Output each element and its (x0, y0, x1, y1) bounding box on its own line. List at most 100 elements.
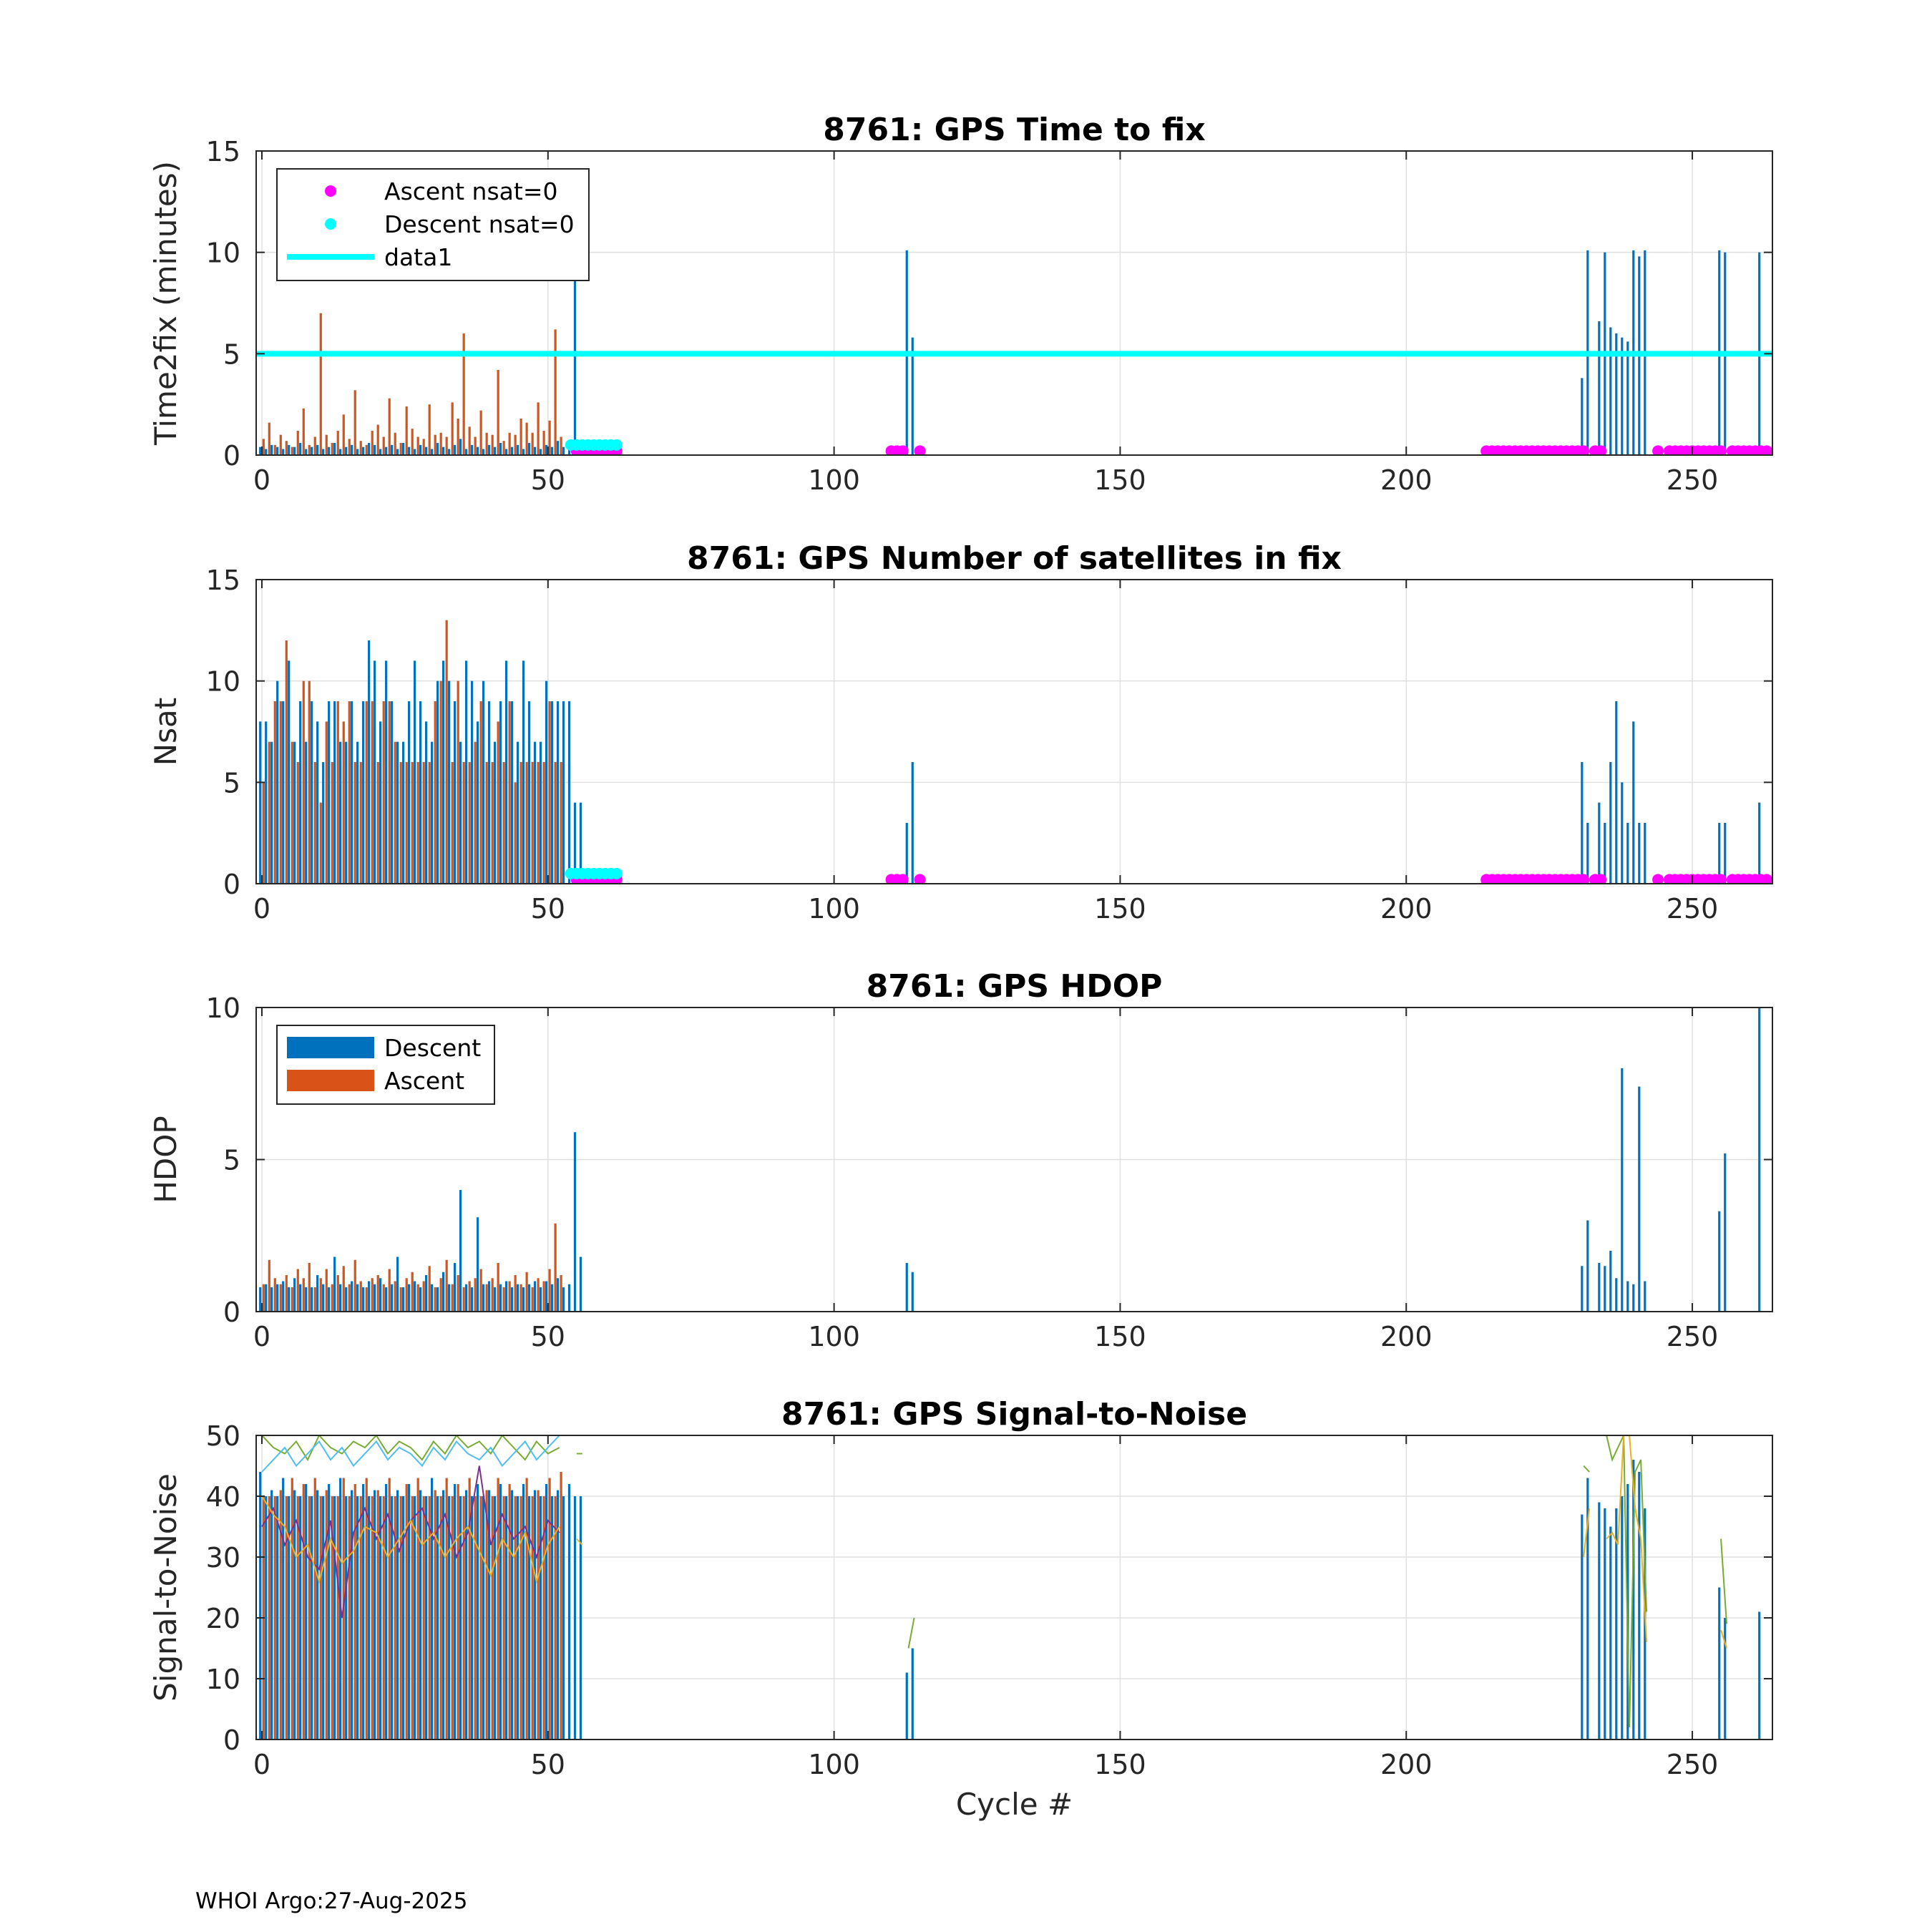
bar-descent (556, 1278, 560, 1312)
bar-ascent (302, 408, 305, 455)
bar-descent (1644, 1281, 1646, 1312)
bar-descent (1644, 823, 1646, 884)
bar-descent (391, 701, 394, 884)
marker-ascent-nsat0 (914, 874, 926, 884)
bar-descent (322, 1284, 325, 1312)
bar-ascent (399, 1287, 402, 1312)
x-tick-label: 0 (253, 464, 270, 496)
bar-descent (282, 1281, 285, 1312)
bar-descent (482, 1284, 485, 1312)
bar-ascent (474, 1496, 477, 1740)
chart-title: 8761: GPS Signal-to-Noise (781, 1396, 1247, 1433)
bar-ascent (279, 434, 282, 455)
bar-ascent (554, 762, 557, 884)
bar-descent (1598, 802, 1601, 884)
bar-descent (322, 449, 325, 455)
bar-descent (288, 1287, 291, 1312)
bar-descent (385, 1484, 388, 1740)
bar-ascent (331, 762, 333, 884)
chart-title: 8761: GPS Number of satellites in fix (687, 540, 1342, 577)
line-green (261, 1435, 560, 1462)
legend: Ascent nsat=0 Descent nsat=0 data1 (276, 168, 590, 281)
bar-descent (413, 660, 416, 884)
bar-ascent (428, 762, 431, 884)
bar-descent (905, 1672, 908, 1740)
marker-ascent-nsat0 (1761, 874, 1772, 884)
bar-descent (1598, 1502, 1601, 1740)
bar-descent (265, 449, 268, 455)
y-tick-label: 30 (206, 1542, 240, 1574)
bar-descent (567, 1484, 571, 1740)
bar-descent (533, 741, 537, 884)
bar-descent (556, 701, 560, 884)
bar-descent (504, 660, 508, 884)
bar-ascent (262, 439, 265, 455)
legend-patch (287, 1070, 374, 1091)
panel-hdop: 0 50 100 150 200 250 0 5 10 8761: GPS HDOP HDOP Des… (148, 968, 1773, 1352)
y-tick-label: 0 (223, 1297, 240, 1328)
bar-ascent (405, 406, 408, 455)
x-tick-label: 100 (808, 464, 860, 496)
bar-descent (379, 449, 382, 455)
bar-descent (305, 1287, 308, 1312)
bar-descent (333, 443, 336, 455)
bar-ascent (308, 444, 311, 455)
bar-descent (539, 1287, 542, 1312)
y-tick-label: 10 (206, 992, 240, 1024)
bar-descent (339, 741, 342, 884)
bar-descent (391, 444, 394, 455)
bar-descent (545, 444, 548, 455)
bar-ascent (291, 741, 293, 884)
bar-descent (487, 1281, 491, 1312)
bar-ascent (451, 1284, 454, 1312)
x-tick-label: 200 (1380, 893, 1433, 924)
bar-ascent (382, 436, 385, 455)
bar-descent (504, 1496, 508, 1740)
bar-ascent (457, 419, 459, 455)
marker-ascent-nsat0 (897, 874, 909, 884)
bar-descent (430, 1478, 434, 1740)
bar-descent (453, 701, 457, 884)
chart-title: 8761: GPS HDOP (867, 968, 1163, 1005)
bar-descent (276, 447, 279, 455)
bar-ascent (514, 1496, 517, 1740)
x-tick-label: 50 (531, 1321, 565, 1352)
bar-ascent (548, 701, 551, 884)
bar-ascent (336, 431, 339, 455)
bar-descent (441, 447, 445, 455)
line-yellow (576, 1538, 583, 1546)
bar-descent (459, 1190, 462, 1312)
bar-descent (322, 1496, 325, 1740)
bar-descent (504, 1281, 508, 1312)
bar-descent (299, 1496, 302, 1740)
bar-ascent (273, 1278, 276, 1312)
bar-ascent (554, 1496, 557, 1740)
bar-descent (1621, 337, 1624, 455)
y-tick-label: 5 (223, 338, 240, 370)
bar-descent (402, 1496, 405, 1740)
bar-descent (539, 449, 542, 455)
bar-descent (527, 1284, 531, 1312)
bar-descent (407, 1284, 411, 1312)
bar-descent (333, 1257, 336, 1312)
bar-descent (362, 1484, 365, 1740)
bar-descent (270, 1490, 273, 1740)
marker-ascent-nsat0 (1595, 874, 1607, 884)
bar-descent (413, 1281, 416, 1312)
bar-ascent (531, 762, 534, 884)
bar-ascent (342, 1266, 345, 1312)
bar-ascent (439, 432, 442, 455)
bar-ascent (548, 420, 551, 455)
bar-ascent (291, 1478, 293, 1740)
bar-ascent (554, 329, 557, 455)
bar-descent (379, 1278, 382, 1312)
x-tick-label: 50 (531, 1749, 565, 1780)
bar-descent (293, 447, 296, 455)
y-tick-label: 0 (223, 869, 240, 900)
axes-box (255, 579, 1773, 884)
marker-ascent-nsat0 (1578, 874, 1590, 884)
plot-area (256, 250, 1772, 455)
bar-ascent (514, 782, 517, 884)
marker-ascent-nsat0 (1761, 445, 1772, 455)
bar-descent (436, 443, 439, 455)
